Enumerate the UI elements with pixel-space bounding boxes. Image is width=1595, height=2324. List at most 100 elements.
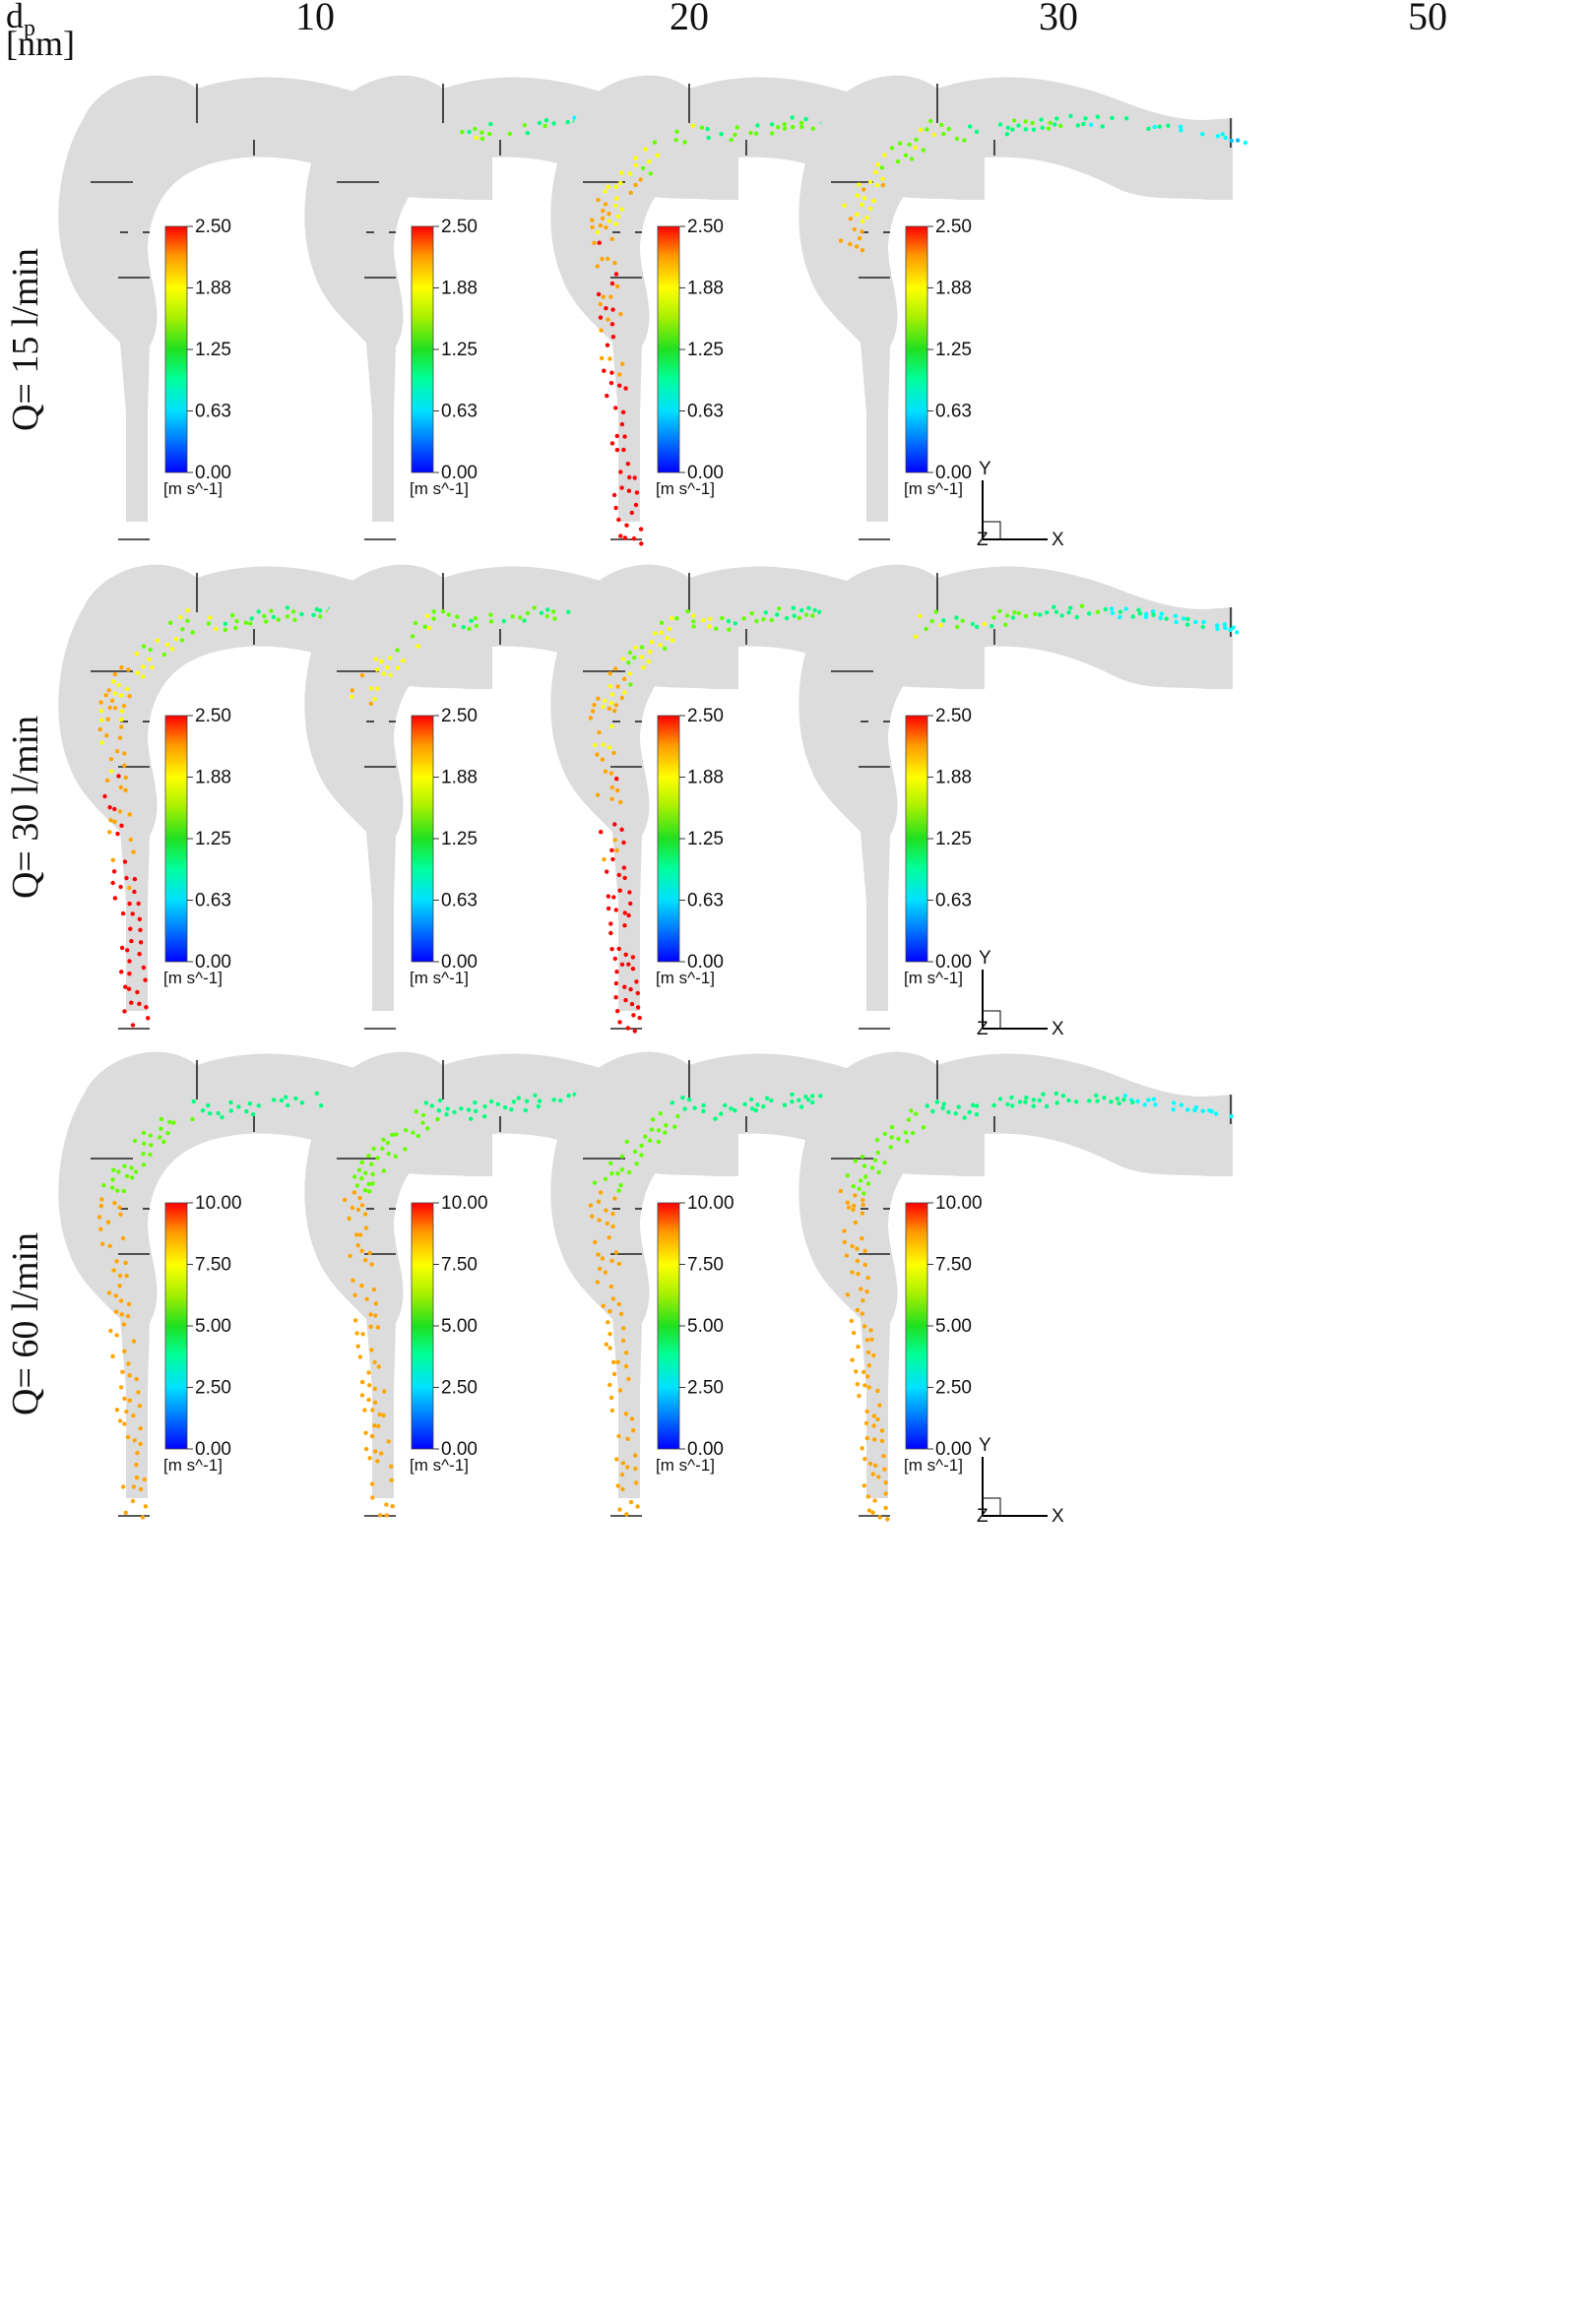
particle-marker bbox=[646, 659, 651, 664]
particle-marker bbox=[129, 1000, 134, 1005]
particle-marker bbox=[600, 1256, 606, 1261]
particle-marker bbox=[622, 434, 627, 439]
particle-marker bbox=[164, 642, 170, 648]
particle-marker bbox=[855, 1307, 861, 1313]
particle-marker bbox=[276, 617, 281, 622]
particle-marker bbox=[118, 884, 123, 890]
particle-marker bbox=[953, 1111, 958, 1116]
particle-marker bbox=[487, 131, 492, 137]
particle-marker bbox=[851, 1330, 857, 1336]
colorbar: 2.50 1.88 1.25 0.63 0.00[m s^-1] bbox=[656, 217, 724, 498]
particle-marker bbox=[665, 636, 670, 641]
particle-marker bbox=[806, 605, 811, 610]
particle-marker bbox=[256, 609, 261, 614]
particle-marker bbox=[664, 1123, 669, 1128]
particle-marker bbox=[130, 911, 135, 916]
particle-marker bbox=[1116, 1100, 1121, 1106]
particle-marker bbox=[127, 959, 132, 964]
particle-marker bbox=[1158, 615, 1163, 621]
particle-marker bbox=[141, 674, 146, 679]
particle-marker bbox=[769, 617, 774, 623]
particle-marker bbox=[857, 235, 862, 241]
particle-marker bbox=[444, 1112, 449, 1117]
particle-marker bbox=[769, 131, 775, 136]
particle-marker bbox=[663, 646, 668, 652]
colorbar-tick-label: 1.88 bbox=[687, 768, 724, 788]
particle-marker bbox=[99, 718, 104, 722]
particle-marker bbox=[604, 306, 608, 311]
particle-marker bbox=[415, 1133, 420, 1139]
particle-marker bbox=[481, 1114, 487, 1119]
particle-marker bbox=[611, 1359, 616, 1365]
particle-marker bbox=[914, 1111, 919, 1116]
particle-marker bbox=[769, 1098, 774, 1103]
particle-marker bbox=[122, 1163, 127, 1168]
particle-marker bbox=[452, 1109, 457, 1115]
particle-marker bbox=[229, 612, 235, 618]
particle-marker bbox=[372, 1400, 378, 1405]
particle-marker bbox=[918, 613, 923, 618]
particle-marker bbox=[1215, 626, 1220, 632]
particle-marker bbox=[1136, 607, 1141, 612]
colorbar-tick-label: 2.50 bbox=[935, 217, 972, 237]
particle-marker bbox=[946, 1109, 951, 1114]
particle-marker bbox=[612, 709, 617, 714]
particle-marker bbox=[867, 179, 873, 185]
particle-marker bbox=[318, 608, 323, 613]
colorbar-tick-label: 0.63 bbox=[195, 891, 231, 911]
particle-marker bbox=[934, 1099, 939, 1104]
particle-marker bbox=[141, 1162, 147, 1167]
particle-marker bbox=[595, 229, 601, 235]
particle-marker bbox=[842, 1228, 847, 1233]
particle-marker bbox=[971, 1102, 976, 1107]
particle-marker bbox=[726, 618, 732, 624]
particle-marker bbox=[488, 1099, 494, 1104]
particle-marker bbox=[123, 984, 128, 989]
particle-marker bbox=[622, 984, 627, 989]
particle-marker bbox=[869, 1165, 875, 1170]
particle-marker bbox=[615, 214, 621, 219]
particle-marker bbox=[649, 640, 654, 645]
particle-marker bbox=[588, 1203, 594, 1208]
particle-marker bbox=[928, 118, 933, 124]
colorbar-tick-label: 0.63 bbox=[935, 891, 972, 911]
particle-marker bbox=[880, 182, 886, 188]
particle-marker bbox=[125, 1314, 131, 1319]
colorbar-gradient bbox=[905, 1202, 928, 1450]
particle-marker bbox=[619, 1167, 624, 1172]
particle-marker bbox=[550, 609, 556, 614]
particle-marker bbox=[699, 125, 705, 130]
particle-marker bbox=[609, 1408, 615, 1413]
particle-marker bbox=[1058, 123, 1063, 129]
particle-marker bbox=[858, 1178, 863, 1183]
particle-marker bbox=[108, 757, 114, 762]
particle-marker bbox=[921, 1125, 926, 1130]
particle-marker bbox=[749, 610, 754, 616]
dp-unit-label: [nm] bbox=[6, 24, 75, 63]
particle-marker bbox=[144, 1005, 149, 1010]
particle-marker bbox=[614, 787, 620, 793]
particle-marker bbox=[599, 830, 604, 835]
particle-marker bbox=[604, 1342, 608, 1347]
particle-marker bbox=[1023, 119, 1028, 124]
particle-marker bbox=[185, 618, 190, 623]
particle-marker bbox=[1039, 117, 1044, 122]
particle-marker bbox=[960, 618, 965, 623]
particle-marker bbox=[415, 644, 420, 649]
particle-marker bbox=[609, 692, 614, 697]
particle-marker bbox=[856, 1345, 861, 1350]
particle-marker bbox=[595, 264, 600, 269]
particle-marker bbox=[1045, 610, 1050, 615]
particle-marker bbox=[913, 634, 919, 639]
particle-marker bbox=[117, 809, 123, 814]
particle-marker bbox=[292, 617, 297, 622]
particle-marker bbox=[1151, 1097, 1157, 1101]
particle-marker bbox=[488, 612, 493, 617]
particle-marker bbox=[855, 1246, 860, 1251]
particle-marker bbox=[910, 1130, 916, 1136]
particle-marker bbox=[112, 691, 117, 696]
particle-marker bbox=[856, 1271, 861, 1277]
airway-geometry bbox=[798, 75, 1233, 522]
particle-marker bbox=[939, 122, 944, 128]
particle-marker bbox=[542, 123, 547, 129]
